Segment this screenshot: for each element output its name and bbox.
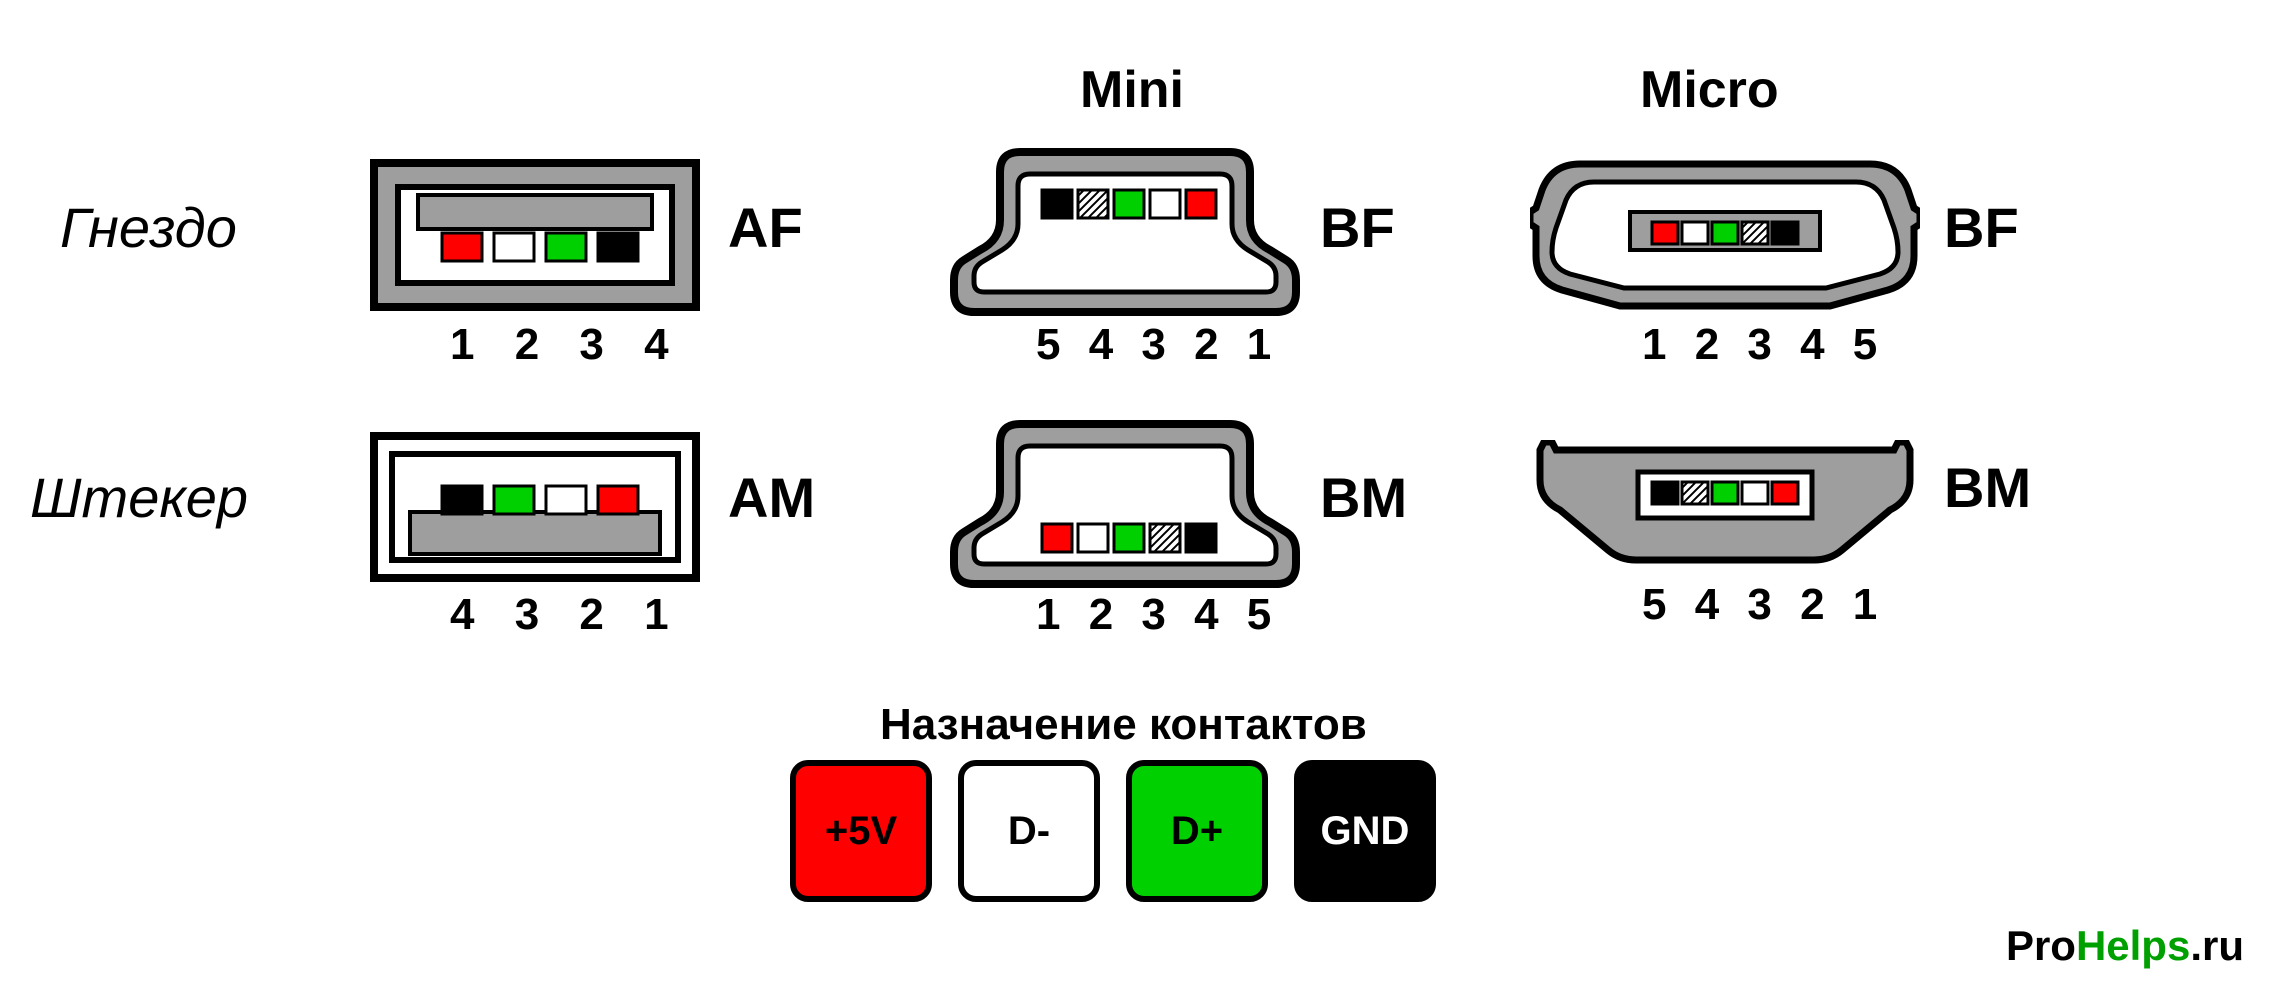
legend-item-2: D+ (1126, 760, 1268, 902)
pin-2 (1712, 482, 1738, 504)
connector-am (370, 432, 700, 582)
row-label-plug: Штекер (30, 465, 248, 530)
pin-numbers-bm-micro: 5 4 3 2 1 (1642, 580, 1885, 630)
pin-numbers-bf-micro: 1 2 3 4 5 (1642, 320, 1885, 370)
legend-label-2: D+ (1171, 809, 1223, 854)
pin-numbers-bm-mini: 1 2 3 4 5 (1036, 590, 1279, 640)
pin-0 (1652, 222, 1678, 244)
type-label-am: AM (728, 465, 815, 530)
connector-bm-mini (950, 412, 1300, 592)
pin-2 (546, 486, 586, 514)
pin-0 (1042, 190, 1072, 218)
pin-2 (1114, 190, 1144, 218)
legend-label-0: +5V (825, 809, 897, 854)
pin-1 (1078, 524, 1108, 552)
pin-3 (598, 233, 638, 261)
legend-label-3: GND (1321, 809, 1410, 854)
pin-numbers-bf-mini: 5 4 3 2 1 (1036, 320, 1279, 370)
pin-3 (1150, 524, 1180, 552)
pin-3 (1742, 482, 1768, 504)
type-label-bm-micro: BM (1944, 455, 2031, 520)
legend-item-1: D- (958, 760, 1100, 902)
pin-1 (1682, 222, 1708, 244)
pin-0 (442, 486, 482, 514)
pin-1 (1682, 482, 1708, 504)
pin-2 (1712, 222, 1738, 244)
pin-numbers-af: 1 2 3 4 (450, 320, 683, 370)
pin-3 (1150, 190, 1180, 218)
watermark-helps: Helps (2076, 922, 2190, 969)
column-title-mini: Mini (1080, 60, 1184, 120)
pin-2 (546, 233, 586, 261)
pin-4 (1772, 222, 1798, 244)
pin-0 (1652, 482, 1678, 504)
watermark-ru: .ru (2190, 922, 2244, 969)
pin-3 (1742, 222, 1768, 244)
type-label-bf-micro: BF (1944, 195, 2019, 260)
pin-0 (442, 233, 482, 261)
pin-numbers-am: 4 3 2 1 (450, 590, 683, 640)
pin-4 (1186, 190, 1216, 218)
connector-bf-mini (950, 140, 1300, 320)
connector-bf-micro (1530, 160, 1920, 310)
pin-1 (494, 486, 534, 514)
column-title-micro: Micro (1640, 60, 1779, 120)
watermark: ProHelps.ru (2006, 922, 2244, 970)
pin-3 (598, 486, 638, 514)
pin-1 (1078, 190, 1108, 218)
pin-1 (494, 233, 534, 261)
legend-item-3: GND (1294, 760, 1436, 902)
pin-0 (1042, 524, 1072, 552)
type-label-bf-mini: BF (1320, 195, 1395, 260)
connector-af (370, 155, 700, 315)
pin-2 (1114, 524, 1144, 552)
row-label-socket: Гнездо (60, 195, 237, 260)
pin-4 (1186, 524, 1216, 552)
legend-title: Назначение контактов (880, 700, 1367, 750)
connector-bm-micro (1530, 440, 1920, 570)
type-label-bm-mini: BM (1320, 465, 1407, 530)
legend-item-0: +5V (790, 760, 932, 902)
pin-4 (1772, 482, 1798, 504)
legend-label-1: D- (1008, 809, 1050, 854)
watermark-pro: Pro (2006, 922, 2076, 969)
type-label-af: AF (728, 195, 803, 260)
